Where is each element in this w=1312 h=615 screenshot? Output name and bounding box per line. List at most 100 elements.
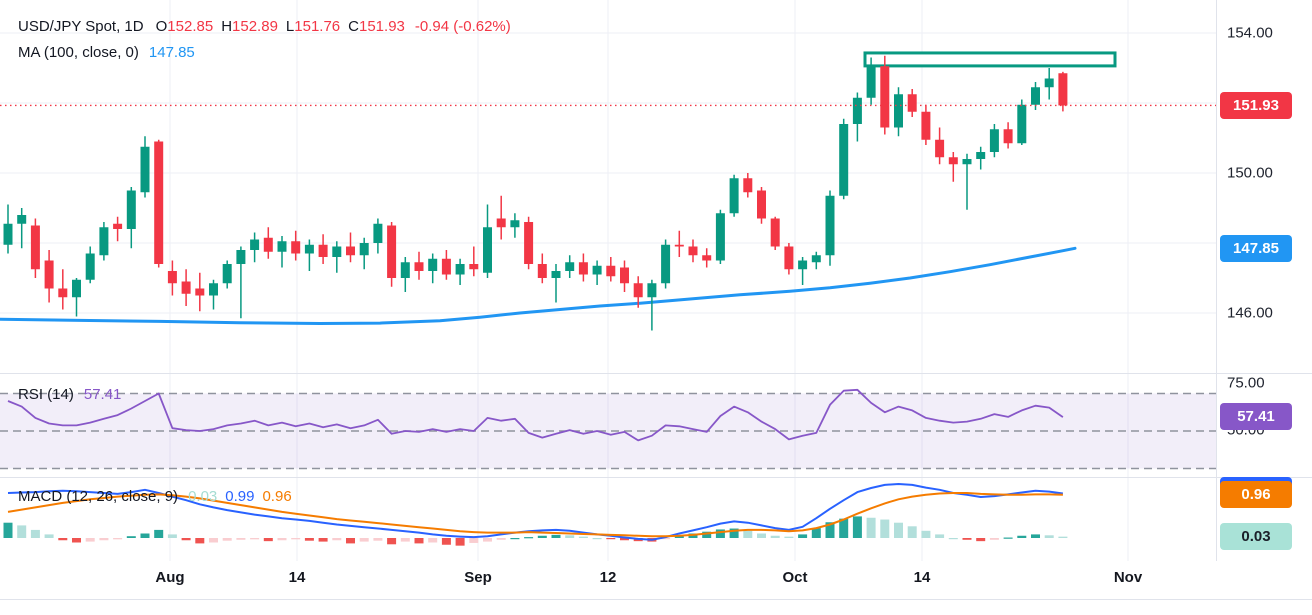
macd-histogram-bar <box>935 534 945 538</box>
symbol-legend[interactable]: USD/JPY Spot, 1D O152.85 H152.89 L151.76 C15… <box>18 18 511 35</box>
candle-body <box>277 241 287 252</box>
candle-body <box>948 157 958 165</box>
macd-histogram-bar <box>236 538 246 540</box>
legend-text: C <box>348 18 359 35</box>
time-axis-label: Sep <box>464 569 492 586</box>
macd-histogram-bar <box>387 538 397 545</box>
macd-histogram-bar <box>126 536 136 538</box>
macd-histogram-bar <box>674 535 684 538</box>
rsi-line[interactable] <box>7 388 1064 442</box>
macd-histogram-bar <box>58 538 68 541</box>
candle-body <box>866 66 876 98</box>
time-scale[interactable]: Aug 14 Sep 12 Oct 14 Nov <box>0 561 1312 599</box>
rsi-panel[interactable] <box>0 374 1216 477</box>
macd-histogram-bar <box>976 538 986 542</box>
macd-histogram-bar <box>866 517 876 538</box>
legend-text: 152.85 <box>167 18 214 35</box>
legend-text: 57.41 <box>83 386 122 403</box>
candle-body <box>989 129 999 152</box>
macd-histogram-bar <box>30 529 40 538</box>
candle-body <box>1031 87 1040 105</box>
macd-histogram-bar <box>359 538 369 542</box>
macd-line[interactable] <box>7 483 1064 541</box>
time-axis-label: 12 <box>599 569 617 586</box>
price-scale[interactable]: 154.00 150.00 146.00 75.00 50.00 151.93 147.85… <box>1216 0 1312 599</box>
macd-histogram-bar <box>565 535 575 538</box>
macd-legend[interactable]: MACD (12, 26, close, 9) 0.03 0.99 0.96 <box>18 488 292 505</box>
candle-body <box>236 250 246 264</box>
candle-body <box>85 253 95 280</box>
macd-histogram-bar <box>3 522 13 538</box>
macd-panel[interactable] <box>0 478 1216 561</box>
candle-body <box>757 190 766 219</box>
candle-body <box>894 94 903 128</box>
macd-histogram-bar <box>743 530 753 538</box>
candle-body <box>524 222 534 264</box>
macd-histogram-bar <box>1044 535 1054 538</box>
candle-body <box>126 190 136 229</box>
candle-body <box>674 244 684 247</box>
macd-histogram-bar <box>1017 535 1027 538</box>
candle-body <box>209 283 218 296</box>
candle-body <box>44 260 54 289</box>
candle-body <box>962 159 972 165</box>
price-scale-separator <box>1216 0 1217 599</box>
legend-text: 0.03 <box>188 488 218 505</box>
macd-histogram-bar <box>154 529 164 538</box>
macd-histogram-bar <box>537 535 547 538</box>
candle-body <box>510 220 520 228</box>
macd-signal-line[interactable] <box>7 492 1063 538</box>
macd-histogram-bar <box>181 538 191 541</box>
macd-histogram-bar <box>894 522 903 538</box>
candle-body <box>537 264 547 278</box>
macd-histogram-bar <box>661 538 671 540</box>
ma-legend[interactable]: MA (100, close, 0) 147.85 <box>18 44 195 61</box>
macd-histogram-bar <box>620 538 629 541</box>
resistance-box-annotation[interactable] <box>863 51 1117 68</box>
panel-separator-rsi[interactable] <box>0 373 1312 374</box>
chart-bottom-border <box>0 599 1312 600</box>
panel-separator-macd[interactable] <box>0 477 1312 478</box>
candle-body <box>332 246 342 257</box>
macd-histogram-bar <box>85 538 95 542</box>
candle-body <box>469 264 479 270</box>
candle-body <box>58 288 68 298</box>
candle-body <box>359 243 369 256</box>
macd-histogram-bar <box>496 538 506 540</box>
legend-text: H <box>221 18 233 35</box>
candle-body <box>30 225 40 270</box>
candle-body <box>688 246 698 256</box>
macd-histogram-bar <box>167 534 177 538</box>
macd-histogram-bar <box>195 538 205 544</box>
macd-histogram[interactable] <box>3 516 1068 546</box>
macd-histogram-bar <box>770 535 780 538</box>
candle-body <box>346 246 355 256</box>
macd-histogram-bar <box>332 538 342 541</box>
candle-body <box>811 255 821 263</box>
candle-body <box>976 152 986 159</box>
macd-histogram-bar <box>455 538 465 546</box>
candle-body <box>222 264 232 284</box>
legend-text: 0.99 <box>225 488 255 505</box>
candle-body <box>99 227 109 256</box>
candle-body <box>428 258 438 271</box>
price-panel[interactable] <box>0 0 1216 373</box>
time-axis-label: 14 <box>913 569 931 586</box>
macd-histogram-bar <box>373 538 383 541</box>
macd-histogram-bar <box>921 530 931 538</box>
candle-body <box>387 225 397 278</box>
macd-histogram-bar <box>880 519 890 538</box>
macd-histogram-bar <box>702 531 712 538</box>
macd-histogram-bar <box>250 538 260 540</box>
macd-histogram-bar <box>524 537 534 539</box>
ma100-line[interactable] <box>0 246 1077 325</box>
macd-histogram-bar <box>606 538 616 540</box>
candle-body <box>702 255 712 261</box>
candle-body <box>414 262 424 271</box>
candlestick-series[interactable] <box>3 55 1068 331</box>
candle-body <box>291 241 301 254</box>
rsi-legend[interactable]: RSI (14) 57.41 <box>18 386 121 403</box>
candle-body <box>72 279 81 298</box>
macd-histogram-bar <box>839 518 849 538</box>
candle-body <box>620 267 629 284</box>
